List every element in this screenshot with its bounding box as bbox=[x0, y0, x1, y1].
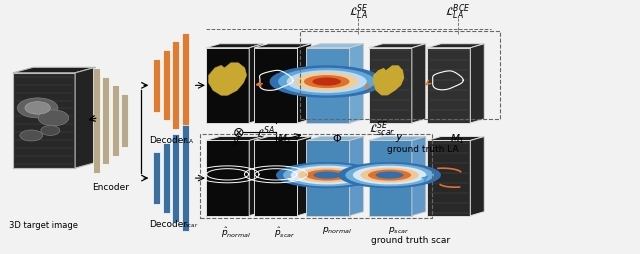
Bar bbox=[112, 86, 119, 156]
Polygon shape bbox=[307, 137, 364, 141]
Bar bbox=[182, 34, 189, 138]
Polygon shape bbox=[307, 44, 364, 49]
Text: $\hat{p}_{normal}$: $\hat{p}_{normal}$ bbox=[221, 224, 252, 239]
Ellipse shape bbox=[339, 162, 441, 188]
Polygon shape bbox=[412, 137, 426, 216]
Text: $\hat{p}_{scar}$: $\hat{p}_{scar}$ bbox=[274, 224, 296, 239]
Text: $y$: $y$ bbox=[395, 132, 404, 144]
Ellipse shape bbox=[376, 172, 404, 179]
Ellipse shape bbox=[283, 164, 372, 187]
Bar bbox=[172, 42, 179, 130]
Text: ground truth scar: ground truth scar bbox=[371, 235, 450, 244]
Polygon shape bbox=[369, 44, 426, 49]
Polygon shape bbox=[427, 49, 470, 123]
Polygon shape bbox=[206, 49, 249, 123]
Text: $\otimes$: $\otimes$ bbox=[232, 125, 244, 139]
Text: $M_1$: $M_1$ bbox=[450, 132, 465, 146]
Bar bbox=[153, 60, 160, 112]
Text: $p_{scar}$: $p_{scar}$ bbox=[388, 224, 410, 235]
Ellipse shape bbox=[312, 78, 341, 86]
Polygon shape bbox=[254, 141, 298, 216]
Ellipse shape bbox=[346, 164, 434, 187]
Text: Encoder: Encoder bbox=[92, 183, 129, 192]
Polygon shape bbox=[470, 44, 484, 123]
Bar bbox=[153, 152, 160, 205]
Polygon shape bbox=[254, 137, 312, 141]
Ellipse shape bbox=[25, 102, 51, 115]
Text: $_\mathregular{scar}$: $_\mathregular{scar}$ bbox=[185, 220, 198, 229]
Polygon shape bbox=[307, 49, 349, 123]
Ellipse shape bbox=[314, 172, 341, 179]
Text: $\mathcal{L}^{SA}$: $\mathcal{L}^{SA}$ bbox=[256, 124, 276, 140]
Text: $\Phi$: $\Phi$ bbox=[332, 132, 342, 144]
Text: 3D target image: 3D target image bbox=[10, 220, 79, 229]
Polygon shape bbox=[349, 137, 364, 216]
Bar bbox=[163, 144, 170, 213]
Polygon shape bbox=[206, 44, 263, 49]
Polygon shape bbox=[209, 64, 246, 96]
Bar bbox=[163, 51, 170, 121]
Text: $\mathcal{L}_{LA}^{SE}$: $\mathcal{L}_{LA}^{SE}$ bbox=[349, 3, 368, 22]
Polygon shape bbox=[13, 68, 95, 73]
Ellipse shape bbox=[306, 170, 349, 181]
Ellipse shape bbox=[287, 71, 367, 94]
Text: Decoder: Decoder bbox=[149, 219, 187, 228]
Polygon shape bbox=[427, 141, 470, 216]
Polygon shape bbox=[206, 137, 263, 141]
Ellipse shape bbox=[38, 110, 68, 126]
Polygon shape bbox=[254, 49, 298, 123]
Text: $\mathcal{L}_{scar}^{SE}$: $\mathcal{L}_{scar}^{SE}$ bbox=[369, 119, 396, 138]
Polygon shape bbox=[13, 73, 75, 168]
Polygon shape bbox=[206, 141, 249, 216]
Polygon shape bbox=[249, 44, 263, 123]
Polygon shape bbox=[412, 44, 426, 123]
Ellipse shape bbox=[295, 73, 358, 91]
Ellipse shape bbox=[353, 166, 426, 185]
Text: Decoder: Decoder bbox=[149, 135, 187, 144]
Text: ground truth LA: ground truth LA bbox=[387, 144, 459, 153]
Polygon shape bbox=[369, 49, 412, 123]
Ellipse shape bbox=[278, 69, 375, 96]
Polygon shape bbox=[288, 178, 296, 181]
Bar bbox=[122, 95, 129, 147]
Polygon shape bbox=[75, 68, 95, 168]
Text: $\mathcal{L}_{LA}^{BCE}$: $\mathcal{L}_{LA}^{BCE}$ bbox=[445, 3, 471, 22]
Ellipse shape bbox=[17, 99, 58, 118]
Polygon shape bbox=[373, 66, 404, 96]
Ellipse shape bbox=[304, 76, 349, 89]
Bar bbox=[182, 126, 189, 231]
Polygon shape bbox=[249, 137, 263, 216]
Ellipse shape bbox=[360, 168, 419, 183]
Bar bbox=[93, 69, 100, 173]
Polygon shape bbox=[470, 137, 484, 216]
Text: $p_{normal}$: $p_{normal}$ bbox=[322, 224, 352, 235]
Ellipse shape bbox=[291, 166, 364, 185]
Polygon shape bbox=[369, 141, 412, 216]
Polygon shape bbox=[349, 44, 364, 123]
Polygon shape bbox=[427, 44, 484, 49]
Polygon shape bbox=[369, 137, 426, 141]
Ellipse shape bbox=[41, 126, 60, 136]
Text: $M_2$: $M_2$ bbox=[277, 132, 292, 146]
Polygon shape bbox=[427, 137, 484, 141]
Polygon shape bbox=[298, 44, 312, 123]
Bar bbox=[102, 77, 109, 165]
Polygon shape bbox=[307, 141, 349, 216]
Text: $_\mathregular{LA}$: $_\mathregular{LA}$ bbox=[185, 136, 195, 145]
Ellipse shape bbox=[269, 66, 384, 99]
Polygon shape bbox=[298, 137, 312, 216]
Ellipse shape bbox=[298, 168, 356, 183]
Bar bbox=[172, 135, 179, 222]
Polygon shape bbox=[254, 44, 312, 49]
Ellipse shape bbox=[368, 170, 412, 181]
Text: $\hat{y}$: $\hat{y}$ bbox=[232, 132, 241, 148]
Ellipse shape bbox=[276, 162, 379, 188]
Ellipse shape bbox=[20, 131, 43, 141]
